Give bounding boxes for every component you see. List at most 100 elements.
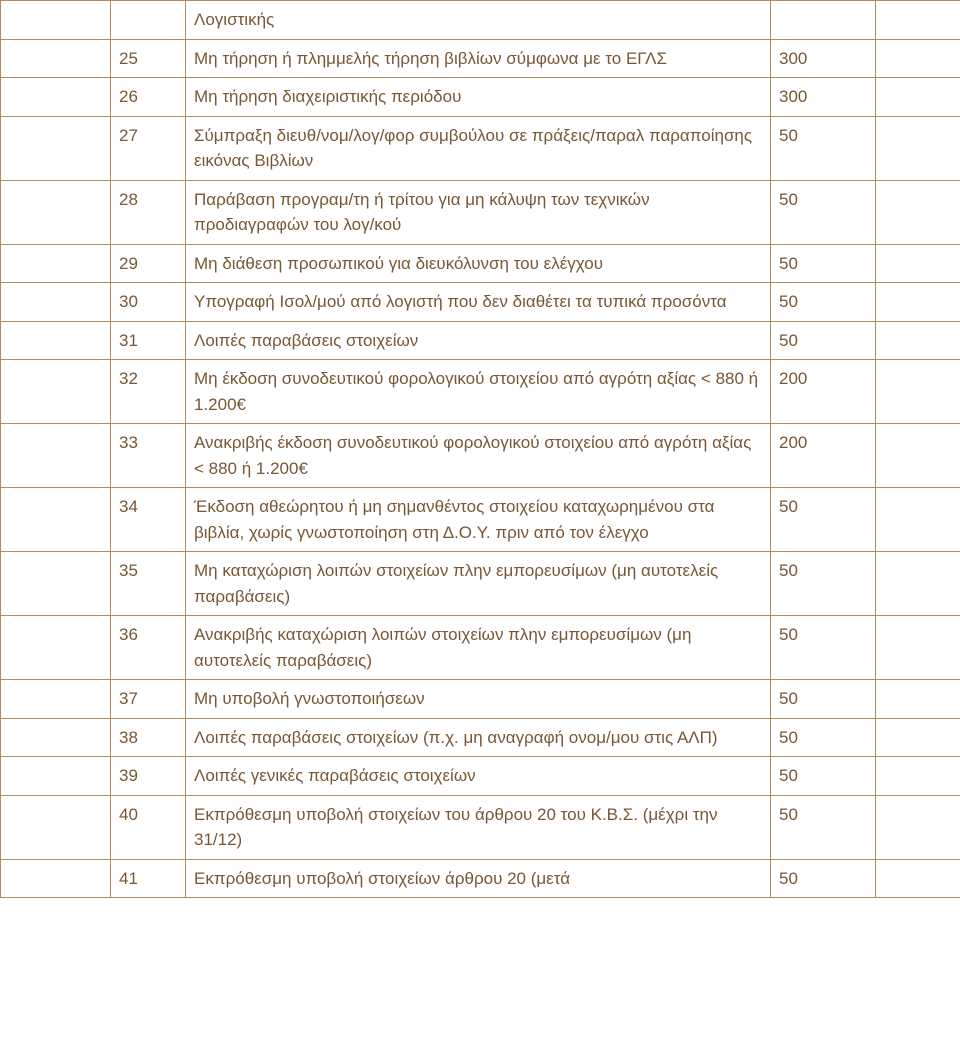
cell-c3: Ανακριβής καταχώριση λοιπών στοιχείων πλ… bbox=[186, 616, 771, 680]
cell-c5 bbox=[876, 680, 960, 719]
cell-c3: Εκπρόθεσμη υποβολή στοιχείων του άρθρου … bbox=[186, 795, 771, 859]
cell-c3: Μη διάθεση προσωπικού για διευκόλυνση το… bbox=[186, 244, 771, 283]
cell-c2: 32 bbox=[111, 360, 186, 424]
cell-c2: 29 bbox=[111, 244, 186, 283]
cell-c3: Μη καταχώριση λοιπών στοιχείων πλην εμπο… bbox=[186, 552, 771, 616]
cell-c5 bbox=[876, 360, 960, 424]
cell-c5 bbox=[876, 488, 960, 552]
cell-c3: Εκπρόθεσμη υποβολή στοιχείων άρθρου 20 (… bbox=[186, 859, 771, 898]
cell-c5 bbox=[876, 321, 960, 360]
table-row: 31Λοιπές παραβάσεις στοιχείων50 bbox=[1, 321, 960, 360]
cell-c1 bbox=[1, 616, 111, 680]
cell-c4: 300 bbox=[771, 39, 876, 78]
cell-c1 bbox=[1, 360, 111, 424]
cell-c5 bbox=[876, 616, 960, 680]
table-row: 32Μη έκδοση συνοδευτικού φορολογικού στο… bbox=[1, 360, 960, 424]
cell-c3: Λοιπές γενικές παραβάσεις στοιχείων bbox=[186, 757, 771, 796]
cell-c4: 200 bbox=[771, 424, 876, 488]
table-row: Λογιστικής bbox=[1, 1, 960, 40]
cell-c3: Λοιπές παραβάσεις στοιχείων (π.χ. μη ανα… bbox=[186, 718, 771, 757]
cell-c4: 200 bbox=[771, 360, 876, 424]
table-row: 25Μη τήρηση ή πλημμελής τήρηση βιβλίων σ… bbox=[1, 39, 960, 78]
cell-c1 bbox=[1, 859, 111, 898]
cell-c5 bbox=[876, 78, 960, 117]
cell-c5 bbox=[876, 859, 960, 898]
cell-c3: Παράβαση προγραμ/τη ή τρίτου για μη κάλυ… bbox=[186, 180, 771, 244]
cell-c3: Μη έκδοση συνοδευτικού φορολογικού στοιχ… bbox=[186, 360, 771, 424]
table-row: 26Μη τήρηση διαχειριστικής περιόδου300 bbox=[1, 78, 960, 117]
cell-c1 bbox=[1, 283, 111, 322]
cell-c4: 50 bbox=[771, 718, 876, 757]
cell-c1 bbox=[1, 180, 111, 244]
cell-c5 bbox=[876, 1, 960, 40]
cell-c2: 28 bbox=[111, 180, 186, 244]
cell-c5 bbox=[876, 552, 960, 616]
cell-c2: 31 bbox=[111, 321, 186, 360]
cell-c4: 300 bbox=[771, 78, 876, 117]
cell-c1 bbox=[1, 39, 111, 78]
cell-c1 bbox=[1, 488, 111, 552]
cell-c4: 50 bbox=[771, 321, 876, 360]
cell-c4: 50 bbox=[771, 116, 876, 180]
cell-c3: Λογιστικής bbox=[186, 1, 771, 40]
table-row: 37Μη υποβολή γνωστοποιήσεων50 bbox=[1, 680, 960, 719]
cell-c4: 50 bbox=[771, 616, 876, 680]
cell-c3: Μη τήρηση ή πλημμελής τήρηση βιβλίων σύμ… bbox=[186, 39, 771, 78]
cell-c3: Έκδοση αθεώρητου ή μη σημανθέντος στοιχε… bbox=[186, 488, 771, 552]
cell-c2: 41 bbox=[111, 859, 186, 898]
cell-c4: 50 bbox=[771, 552, 876, 616]
cell-c2: 27 bbox=[111, 116, 186, 180]
cell-c1 bbox=[1, 78, 111, 117]
cell-c1 bbox=[1, 757, 111, 796]
cell-c4: 50 bbox=[771, 244, 876, 283]
cell-c5 bbox=[876, 757, 960, 796]
table-row: 29Μη διάθεση προσωπικού για διευκόλυνση … bbox=[1, 244, 960, 283]
table-row: 33Ανακριβής έκδοση συνοδευτικού φορολογι… bbox=[1, 424, 960, 488]
cell-c1 bbox=[1, 718, 111, 757]
table-row: 34Έκδοση αθεώρητου ή μη σημανθέντος στοι… bbox=[1, 488, 960, 552]
cell-c1 bbox=[1, 244, 111, 283]
cell-c1 bbox=[1, 424, 111, 488]
cell-c5 bbox=[876, 244, 960, 283]
cell-c4: 50 bbox=[771, 757, 876, 796]
table-row: 38Λοιπές παραβάσεις στοιχείων (π.χ. μη α… bbox=[1, 718, 960, 757]
cell-c1 bbox=[1, 552, 111, 616]
cell-c2: 25 bbox=[111, 39, 186, 78]
table-row: 28Παράβαση προγραμ/τη ή τρίτου για μη κά… bbox=[1, 180, 960, 244]
cell-c1 bbox=[1, 1, 111, 40]
cell-c3: Σύμπραξη διευθ/νομ/λογ/φορ συμβούλου σε … bbox=[186, 116, 771, 180]
cell-c2: 38 bbox=[111, 718, 186, 757]
violations-table: Λογιστικής25Μη τήρηση ή πλημμελής τήρηση… bbox=[0, 0, 960, 898]
cell-c2: 30 bbox=[111, 283, 186, 322]
cell-c2: 35 bbox=[111, 552, 186, 616]
cell-c4: 50 bbox=[771, 795, 876, 859]
cell-c4: 50 bbox=[771, 283, 876, 322]
cell-c5 bbox=[876, 39, 960, 78]
cell-c2 bbox=[111, 1, 186, 40]
cell-c2: 40 bbox=[111, 795, 186, 859]
table-row: 27Σύμπραξη διευθ/νομ/λογ/φορ συμβούλου σ… bbox=[1, 116, 960, 180]
cell-c2: 33 bbox=[111, 424, 186, 488]
cell-c5 bbox=[876, 283, 960, 322]
cell-c4: 50 bbox=[771, 859, 876, 898]
cell-c1 bbox=[1, 795, 111, 859]
cell-c3: Υπογραφή Ισολ/μού από λογιστή που δεν δι… bbox=[186, 283, 771, 322]
cell-c1 bbox=[1, 116, 111, 180]
cell-c3: Μη τήρηση διαχειριστικής περιόδου bbox=[186, 78, 771, 117]
cell-c2: 34 bbox=[111, 488, 186, 552]
table-row: 39Λοιπές γενικές παραβάσεις στοιχείων50 bbox=[1, 757, 960, 796]
cell-c3: Μη υποβολή γνωστοποιήσεων bbox=[186, 680, 771, 719]
cell-c2: 36 bbox=[111, 616, 186, 680]
cell-c1 bbox=[1, 680, 111, 719]
table-row: 40Εκπρόθεσμη υποβολή στοιχείων του άρθρο… bbox=[1, 795, 960, 859]
cell-c4 bbox=[771, 1, 876, 40]
table-row: 30Υπογραφή Ισολ/μού από λογιστή που δεν … bbox=[1, 283, 960, 322]
cell-c1 bbox=[1, 321, 111, 360]
cell-c5 bbox=[876, 795, 960, 859]
cell-c4: 50 bbox=[771, 180, 876, 244]
cell-c2: 39 bbox=[111, 757, 186, 796]
table-row: 36Ανακριβής καταχώριση λοιπών στοιχείων … bbox=[1, 616, 960, 680]
cell-c4: 50 bbox=[771, 680, 876, 719]
cell-c5 bbox=[876, 424, 960, 488]
table-row: 35Μη καταχώριση λοιπών στοιχείων πλην εμ… bbox=[1, 552, 960, 616]
